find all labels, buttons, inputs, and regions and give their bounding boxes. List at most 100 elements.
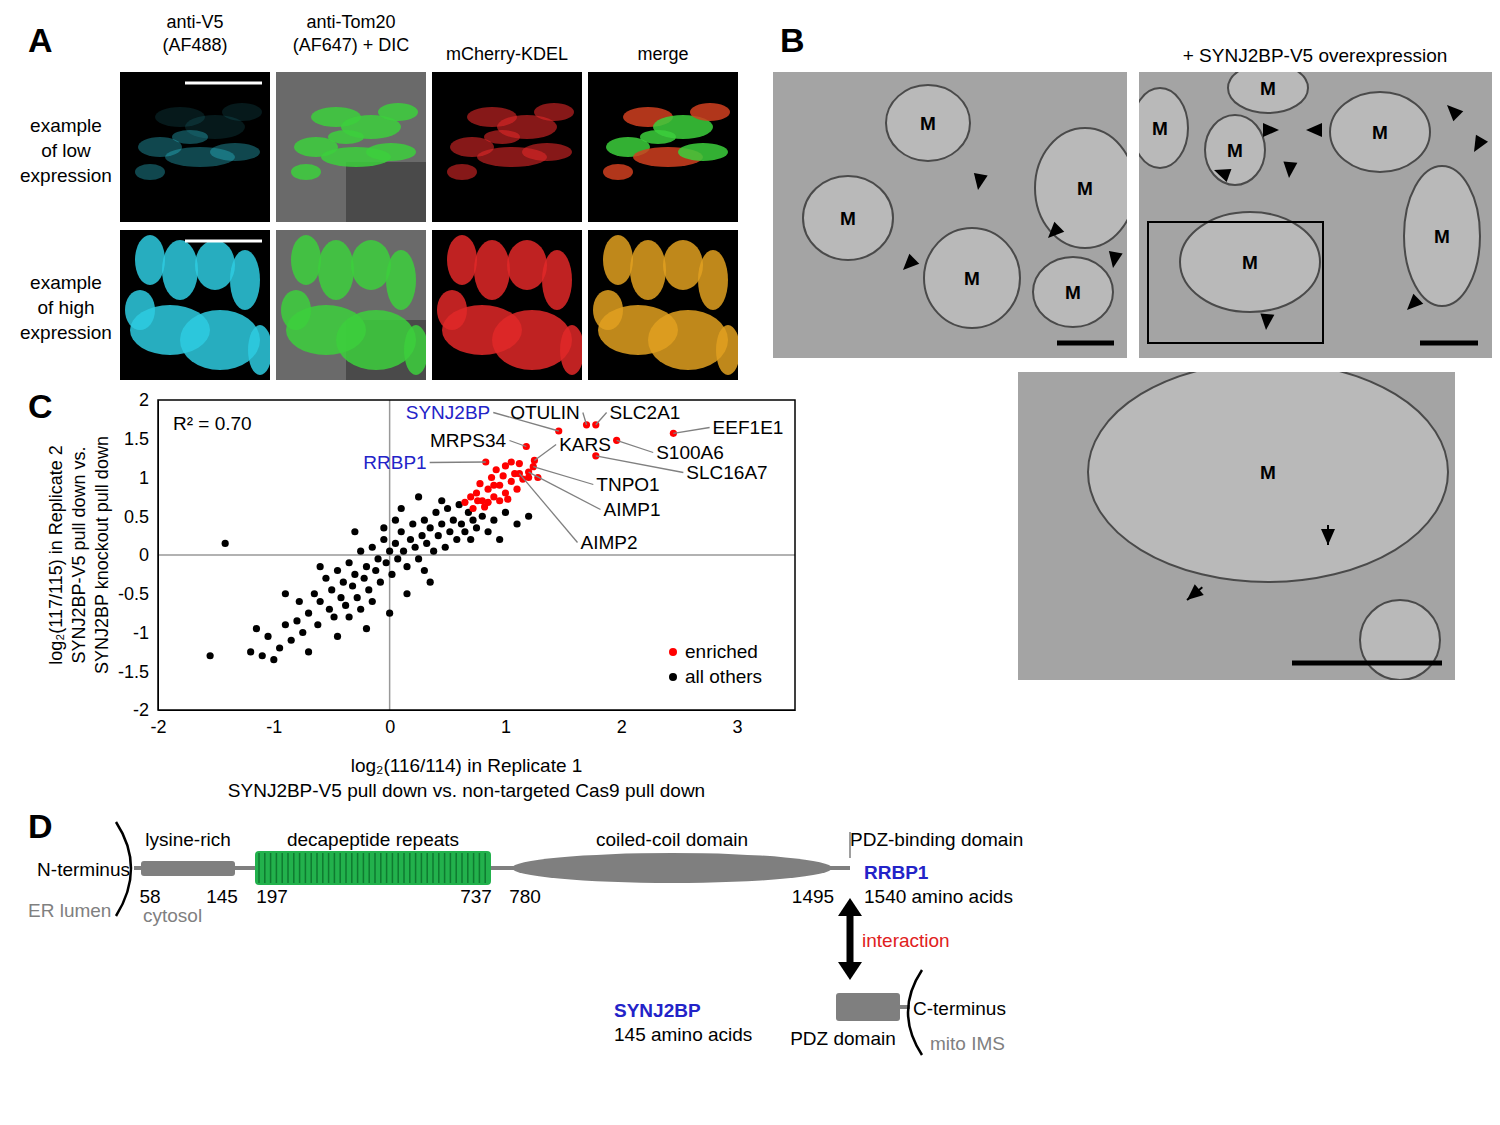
domain-label: lysine-rich: [145, 829, 231, 850]
domain-label: decapeptide repeats: [287, 829, 459, 850]
arrowhead: [1474, 135, 1488, 152]
data-point: [282, 621, 289, 628]
data-point: [421, 567, 428, 574]
data-point: [502, 509, 509, 516]
micrograph: [432, 230, 584, 380]
arrowhead: [1109, 251, 1123, 268]
point-annotation: RRBP1: [363, 452, 426, 473]
y-axis-title: SYNJ2BP-V5 pull down vs.: [69, 446, 89, 663]
domain-label: PDZ domain: [790, 1028, 896, 1049]
tick-label: -1: [266, 717, 282, 737]
column-header: (AF488): [162, 35, 227, 55]
fluorescence: [180, 310, 260, 370]
fluorescence: [291, 164, 321, 180]
column-header: anti-V5: [166, 12, 223, 32]
data-point: [467, 536, 474, 543]
arrowhead: [1283, 161, 1297, 178]
repeat-stripe: [351, 853, 353, 883]
domain: [141, 861, 235, 876]
repeat-stripe: [363, 853, 365, 883]
mitochondrion-label: M: [1372, 122, 1388, 143]
data-point: [409, 520, 416, 527]
image-content: [135, 103, 262, 180]
mitochondrion: [924, 228, 1020, 328]
column-header: anti-Tom20: [306, 12, 395, 32]
fluorescence: [135, 235, 165, 285]
data-point: [453, 536, 460, 543]
image-background: [1139, 72, 1492, 358]
data-point: [442, 544, 449, 551]
tick-label: 1: [139, 468, 149, 488]
image-content: [1139, 72, 1480, 312]
fluorescence: [630, 240, 666, 300]
repeat-stripe: [380, 853, 382, 883]
fluorescence: [534, 103, 574, 121]
row-label: expression: [20, 322, 112, 343]
data-point: [418, 532, 425, 539]
repeat-stripe: [258, 853, 260, 883]
data-point: [458, 520, 465, 527]
repeat-stripe: [374, 853, 376, 883]
image-content: [803, 85, 1127, 328]
micrograph: [588, 230, 740, 380]
fluorescence: [474, 240, 510, 300]
repeat-stripe: [328, 853, 330, 883]
fluorescence: [437, 290, 467, 330]
data-point: [299, 629, 306, 636]
data-point: [365, 586, 372, 593]
data-point: [511, 470, 518, 477]
legend-swatch: [669, 673, 677, 681]
data-point: [383, 559, 390, 566]
data-point: [473, 489, 480, 496]
data-point: [407, 536, 414, 543]
data-point: [380, 524, 387, 531]
data-point: [363, 563, 370, 570]
compartment-label: ER lumen: [28, 900, 111, 921]
fluorescence: [195, 240, 235, 290]
data-point: [326, 606, 333, 613]
data-point: [340, 579, 347, 586]
mitochondrion: [1205, 115, 1265, 185]
image-background: [276, 72, 426, 222]
x-axis: -2-10123: [150, 710, 795, 737]
data-point: [513, 520, 520, 527]
data-point: [288, 637, 295, 644]
leader-line: [596, 413, 607, 425]
data-point: [415, 555, 422, 562]
fluorescence: [125, 290, 155, 330]
repeat-stripe: [339, 853, 341, 883]
repeat-stripe: [484, 853, 486, 883]
image-background: [120, 72, 270, 222]
compartment-label: cytosol: [143, 905, 202, 926]
mitochondrion: [1033, 257, 1113, 327]
terminus-label: C-terminus: [913, 998, 1006, 1019]
point-annotation: OTULIN: [510, 402, 580, 423]
data-point: [508, 478, 515, 485]
row-label: example: [30, 272, 102, 293]
data-point: [357, 548, 364, 555]
y-axis-title: SYNJ2BP knockout pull down: [92, 436, 112, 674]
data-point: [322, 575, 329, 582]
image-content: [291, 103, 418, 180]
leader-line: [534, 445, 556, 461]
data-point: [450, 517, 457, 524]
panel-letter: A: [28, 21, 53, 59]
tick: 2: [139, 390, 158, 410]
arrowhead: [1407, 294, 1423, 310]
legend-entry: enriched: [685, 641, 758, 662]
image-content: [447, 103, 574, 180]
fluorescence: [404, 325, 426, 375]
panel-title: + SYNJ2BP-V5 overexpression: [1183, 45, 1448, 66]
mitochondrion: [1088, 372, 1448, 582]
residue-number: 58: [139, 886, 160, 907]
tick-label: 0: [385, 717, 395, 737]
fluorescence: [484, 130, 520, 144]
arrowhead: [1260, 313, 1274, 330]
protein-length: 1540 amino acids: [864, 886, 1013, 907]
arrowhead: [1306, 123, 1322, 137]
tick: 1: [501, 710, 511, 737]
data-point: [357, 606, 364, 613]
compartment-label: mito IMS: [930, 1033, 1005, 1054]
zero-line: [158, 554, 795, 556]
data-point: [394, 555, 401, 562]
